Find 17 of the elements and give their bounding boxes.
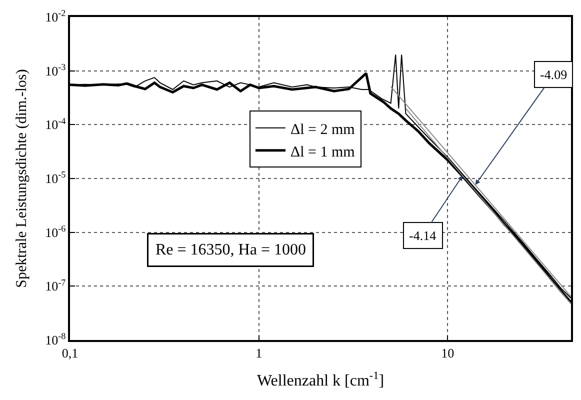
annotation: Re = 16350, Ha = 1000: [156, 242, 306, 258]
x-axis-title: Wellenzahl k [cm$^{-1}$]: [256, 370, 384, 390]
y-tick-label: 10$^{-2}$: [45, 8, 66, 25]
annotation: -4.09: [540, 67, 568, 82]
y-tick-label: 10$^{-8}$: [45, 331, 66, 348]
y-tick-label: 10$^{-7}$: [45, 277, 66, 294]
legend-label: Δl = 2 mm: [290, 122, 356, 138]
y-tick-label: 10$^{-4}$: [45, 116, 66, 132]
y-tick-label: 10$^{-5}$: [45, 170, 66, 186]
x-tick-label: 1: [256, 345, 262, 360]
x-tick-label: 10: [441, 345, 454, 360]
y-tick-label: 10$^{-3}$: [45, 62, 66, 78]
legend-label: Δl = 1 mm: [290, 144, 356, 160]
y-tick-label: 10$^{-6}$: [45, 223, 66, 240]
y-axis-title: Spektrale Leistungsdichte (dim.-los): [14, 69, 30, 288]
x-tick-label: 0,1: [62, 345, 78, 360]
annotation: -4.14: [409, 228, 437, 243]
